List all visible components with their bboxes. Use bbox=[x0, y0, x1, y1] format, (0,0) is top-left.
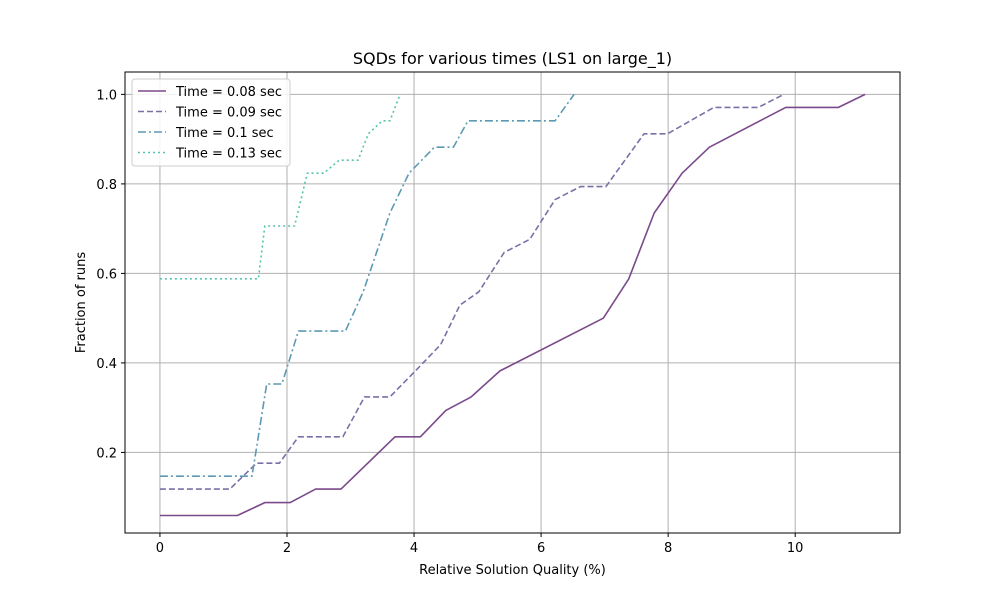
y-tick-label: 0.2 bbox=[96, 446, 117, 461]
series-layer bbox=[159, 93, 866, 517]
y-tick-label: 0.8 bbox=[96, 178, 117, 193]
x-axis-label: Relative Solution Quality (%) bbox=[419, 563, 606, 578]
legend-label-2: Time = 0.09 sec bbox=[175, 106, 282, 121]
y-tick-label: 1.0 bbox=[96, 88, 117, 103]
legend-label-4: Time = 0.13 sec bbox=[175, 147, 282, 162]
plot-area-frame bbox=[124, 71, 901, 534]
legend-label-1: Time = 0.08 sec bbox=[175, 85, 282, 100]
x-tick-label: 4 bbox=[410, 541, 418, 556]
series-line-2 bbox=[159, 93, 785, 490]
legend: Time = 0.08 sec Time = 0.09 sec Time = 0.1… bbox=[131, 78, 291, 167]
series-line-1 bbox=[159, 93, 866, 517]
y-tick-label: 0.6 bbox=[96, 267, 117, 282]
grid bbox=[125, 72, 900, 533]
y-axis-label: Fraction of runs bbox=[74, 252, 89, 354]
legend-label-3: Time = 0.1 sec bbox=[175, 126, 274, 141]
x-axis: 0 2 4 6 8 10 bbox=[156, 533, 804, 556]
series-line-4 bbox=[159, 94, 401, 280]
x-tick-label: 10 bbox=[787, 541, 804, 556]
x-tick-label: 8 bbox=[664, 541, 672, 556]
chart-title: SQDs for various times (LS1 on large_1) bbox=[353, 49, 672, 69]
x-tick-label: 0 bbox=[156, 541, 164, 556]
legend-box bbox=[131, 78, 291, 167]
x-tick-label: 6 bbox=[537, 541, 545, 556]
y-axis: 0.2 0.4 0.6 0.8 1.0 bbox=[96, 88, 125, 461]
x-tick-label: 2 bbox=[283, 541, 291, 556]
y-tick-label: 0.4 bbox=[96, 357, 117, 372]
series-line-3 bbox=[159, 93, 575, 478]
